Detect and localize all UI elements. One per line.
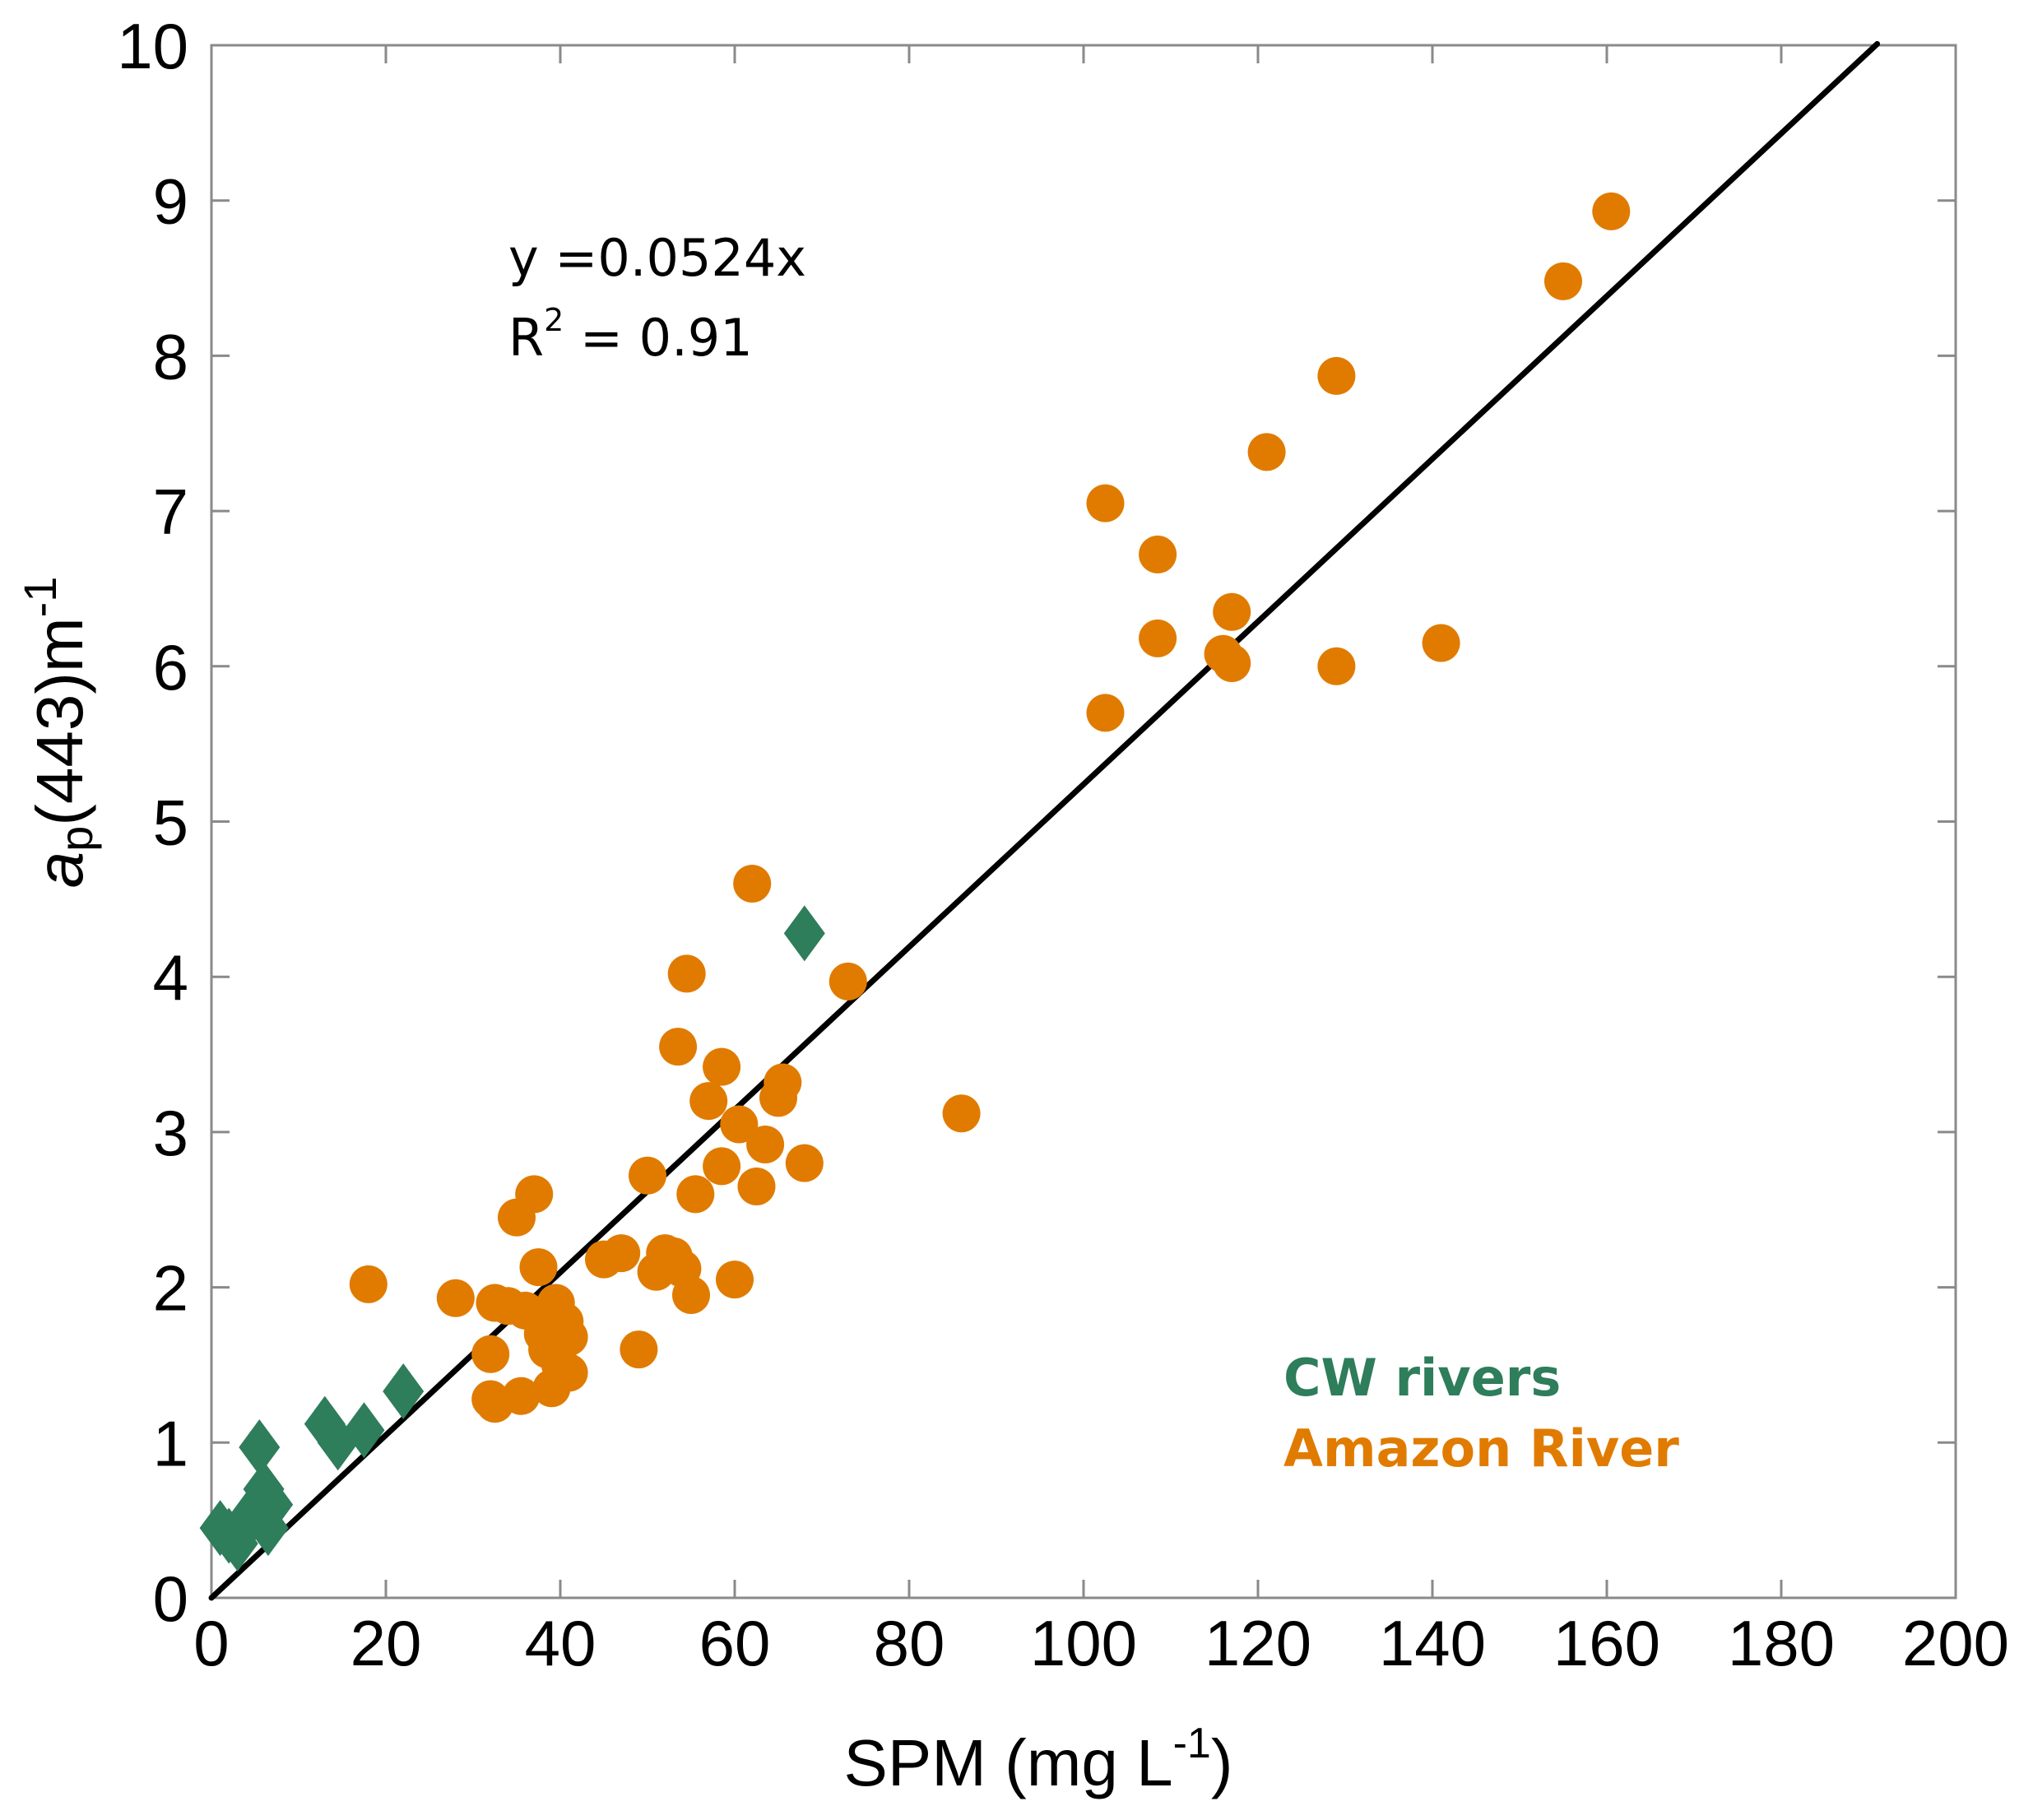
data-point	[620, 1330, 658, 1369]
data-point	[737, 1167, 776, 1205]
y-tick-label: 10	[117, 10, 188, 82]
data-point	[629, 1156, 666, 1195]
data-point	[436, 1279, 475, 1317]
x-tick-label: 80	[874, 1607, 945, 1679]
tick-group	[210, 44, 1957, 1599]
data-point	[343, 1402, 385, 1459]
data-point	[659, 1028, 698, 1066]
y-axis-title: ap(443)m-1	[14, 577, 102, 889]
data-point	[689, 1082, 728, 1121]
data-point	[764, 1063, 802, 1102]
data-point	[676, 1175, 715, 1214]
x-tick-label: 40	[525, 1607, 596, 1679]
r-squared-sup: 2	[544, 302, 564, 338]
r-squared-suffix: = 0.91	[564, 308, 752, 368]
x-axis-title-sup: -1	[1173, 1720, 1211, 1767]
data-point	[720, 1105, 759, 1144]
y-tick-label: 3	[153, 1097, 188, 1169]
y-tick-label: 6	[153, 631, 188, 703]
data-point	[550, 1317, 588, 1356]
series-cw-rivers	[199, 905, 825, 1572]
data-point	[515, 1175, 554, 1214]
data-point	[703, 1047, 741, 1086]
plot-frame	[210, 44, 1957, 1599]
data-point	[1086, 484, 1125, 522]
data-point	[349, 1265, 388, 1303]
y-tick-label: 2	[153, 1252, 188, 1325]
data-point	[785, 1144, 824, 1182]
data-point	[550, 1353, 588, 1392]
data-point	[252, 1476, 294, 1533]
y-tick-label: 1	[153, 1407, 188, 1479]
data-point	[783, 905, 825, 962]
equation-text: y =0.0524x	[508, 228, 806, 288]
data-point	[703, 1147, 741, 1186]
data-point	[1422, 624, 1460, 662]
y-axis-title-main: (443)m	[23, 617, 96, 825]
data-point	[829, 962, 867, 1001]
data-point	[733, 864, 772, 903]
x-tick-label: 20	[350, 1607, 422, 1679]
data-point	[1592, 192, 1631, 230]
data-point	[602, 1234, 641, 1273]
data-point	[942, 1094, 981, 1133]
x-tick-label: 120	[1204, 1607, 1311, 1679]
x-tick-label: 160	[1553, 1607, 1660, 1679]
data-point	[716, 1261, 754, 1299]
data-point	[1317, 647, 1356, 685]
tick-label-group: 0 20 40 60 80 100 120 140 160 180 200 0 1 2 3 4 5 6 7 8 9 10	[117, 10, 2009, 1679]
series-group	[199, 192, 1631, 1572]
data-point	[383, 1363, 425, 1420]
fit-line	[208, 40, 1881, 1601]
x-tick-label: 200	[1902, 1607, 2009, 1679]
data-point	[1213, 592, 1251, 631]
y-tick-label: 8	[153, 320, 188, 392]
r-squared-text: R2 = 0.91	[508, 302, 753, 368]
data-point	[1247, 433, 1286, 471]
data-point	[239, 1418, 281, 1475]
y-tick-label: 0	[153, 1562, 188, 1635]
legend-entry-amazon-river: Amazon River	[1283, 1418, 1679, 1479]
data-point	[502, 1377, 541, 1415]
data-point	[667, 954, 706, 993]
r-squared-prefix: R	[508, 308, 544, 368]
x-tick-label: 0	[193, 1607, 229, 1679]
data-point	[1139, 535, 1177, 573]
data-point	[519, 1248, 558, 1287]
data-point	[1544, 262, 1582, 300]
y-axis-title-italic: a	[23, 852, 96, 889]
x-tick-label: 140	[1379, 1607, 1486, 1679]
y-tick-label: 4	[153, 941, 188, 1014]
series-amazon-river	[349, 192, 1631, 1423]
legend-entry-cw-rivers: CW rivers	[1283, 1348, 1561, 1408]
data-point	[1317, 356, 1356, 395]
data-point	[1086, 694, 1125, 732]
y-axis-title-sub: p	[50, 826, 102, 852]
y-tick-label: 5	[153, 787, 188, 859]
x-axis-title-main: SPM (mg L	[844, 1726, 1173, 1799]
y-tick-label: 7	[153, 476, 188, 548]
x-axis-title: SPM (mg L-1)	[844, 1720, 1233, 1799]
data-point	[1139, 619, 1177, 657]
y-axis-title-sup: -1	[14, 577, 66, 618]
x-tick-label: 60	[699, 1607, 771, 1679]
x-axis-title-close: )	[1211, 1726, 1233, 1799]
x-tick-label: 100	[1030, 1607, 1137, 1679]
data-point	[672, 1276, 710, 1315]
data-point	[471, 1335, 510, 1373]
data-point	[746, 1125, 785, 1163]
x-tick-label: 180	[1728, 1607, 1835, 1679]
data-point	[1213, 644, 1251, 683]
y-tick-label: 9	[153, 165, 188, 238]
